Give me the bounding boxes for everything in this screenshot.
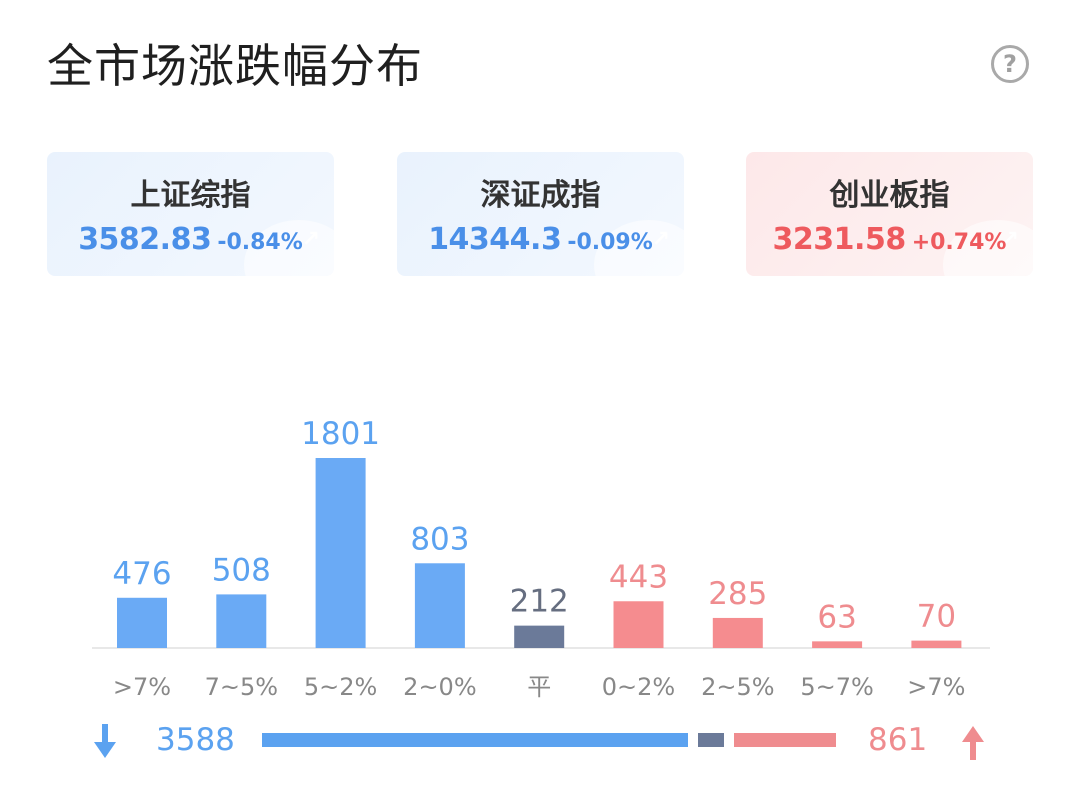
index-card-shenzhen[interactable]: ↗ 深证成指 14344.3 -0.09% [397, 152, 684, 276]
bar [712, 617, 763, 648]
bar [514, 625, 565, 648]
up-total: 861 [868, 722, 928, 758]
index-name: 深证成指 [480, 178, 601, 213]
chart-up-icon: ↗ [1000, 227, 1019, 252]
bar-value-label: 63 [817, 599, 856, 635]
category-label: >7% [907, 673, 965, 701]
bar-value-label: 212 [510, 584, 569, 620]
category-label: 2~5% [701, 673, 774, 701]
ratio-bar-down [262, 733, 689, 747]
distribution-chart: 476 >7% 508 7~5% 1801 5~2% 803 2~0% 212 平 443 0~2% 2… [92, 416, 990, 701]
index-price: 3582.83 [78, 222, 212, 257]
index-change: -0.84% [217, 230, 303, 255]
bar [812, 641, 863, 648]
bar [414, 563, 465, 648]
category-label: 2~0% [403, 673, 476, 701]
chart-up-icon: ↗ [651, 227, 670, 252]
bar [911, 640, 962, 648]
bar [117, 597, 167, 648]
category-label: 5~2% [304, 673, 377, 701]
category-label: 0~2% [602, 673, 675, 701]
index-name: 上证综指 [130, 178, 251, 213]
ratio-bar-flat [698, 733, 724, 747]
page-title: 全市场涨跌幅分布 [47, 39, 423, 93]
index-price: 3231.58 [772, 222, 907, 257]
category-label: >7% [113, 673, 171, 701]
ratio-bar-up [733, 733, 836, 747]
category-label: 平 [527, 673, 551, 701]
index-change: -0.09% [567, 230, 653, 255]
index-card-chinext[interactable]: ↗ 创业板指 3231.58 +0.74% [746, 152, 1033, 276]
bar-value-label: 803 [410, 521, 469, 557]
bar-value-label: 1801 [301, 416, 380, 452]
bar-value-label: 443 [609, 559, 668, 595]
bar [315, 458, 366, 648]
category-label: 5~7% [800, 673, 873, 701]
index-price: 14344.3 [428, 222, 562, 257]
index-name: 创业板指 [829, 178, 950, 213]
arrow-down-icon [94, 724, 116, 758]
bar [216, 594, 267, 648]
bar-value-label: 285 [708, 576, 767, 612]
arrow-up-icon [962, 726, 984, 760]
index-change: +0.74% [911, 230, 1007, 255]
bar-value-label: 476 [112, 556, 171, 592]
index-card-shanghai[interactable]: ↗ 上证综指 3582.83 -0.84% [47, 152, 334, 276]
chart-up-icon: ↗ [301, 227, 320, 252]
help-icon[interactable]: ? [991, 45, 1029, 83]
bar [613, 601, 664, 648]
category-label: 7~5% [205, 673, 278, 701]
bar-value-label: 70 [917, 599, 956, 635]
bar-value-label: 508 [212, 552, 271, 588]
down-total: 3588 [156, 722, 235, 758]
